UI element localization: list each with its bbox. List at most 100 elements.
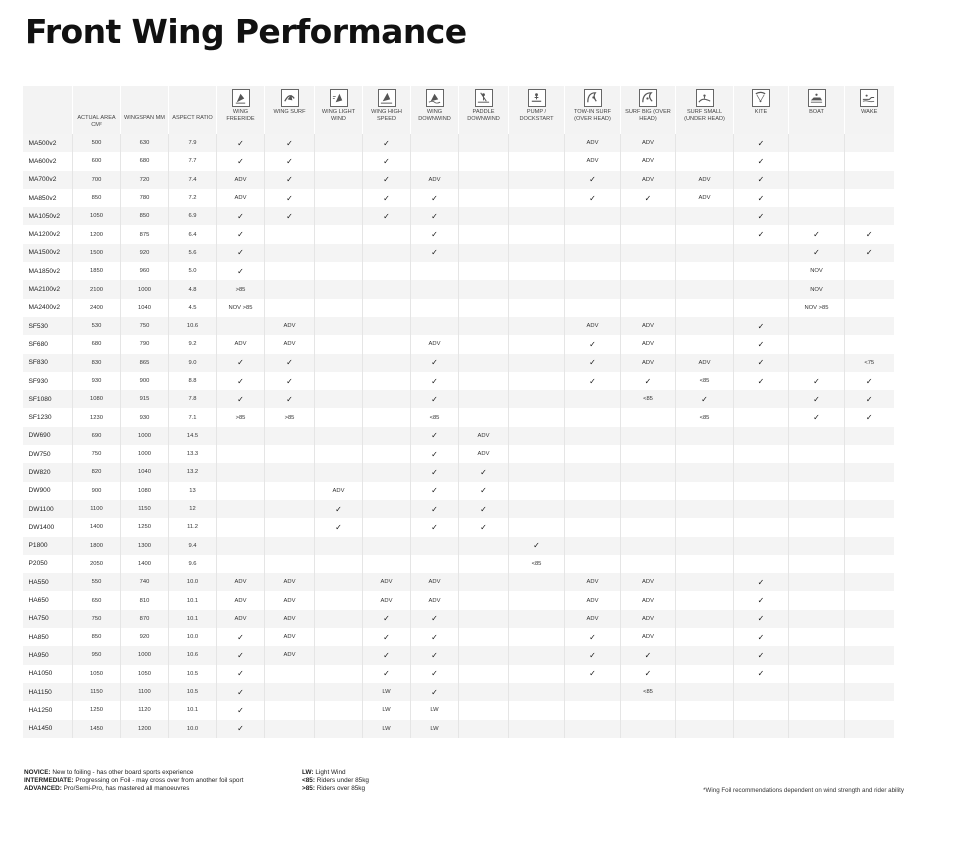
table-row: HA850 850 920 10.0 ✓ ADV ✓ ✓ ✓ ADV ✓ bbox=[22, 628, 894, 647]
check-icon: ✓ bbox=[788, 408, 845, 427]
table-cell bbox=[458, 207, 509, 226]
table-cell bbox=[675, 701, 734, 720]
table-cell bbox=[675, 463, 734, 482]
model-name: MA500v2 bbox=[22, 134, 73, 153]
table-cell bbox=[844, 426, 894, 446]
table-cell bbox=[788, 646, 845, 665]
table-cell: ADV bbox=[264, 335, 315, 354]
table-cell: 9.2 bbox=[168, 335, 217, 354]
table-cell: 1000 bbox=[120, 646, 169, 665]
table-cell: 1040 bbox=[120, 463, 169, 482]
column-header-label: KITE bbox=[754, 109, 768, 115]
table-cell bbox=[844, 298, 894, 317]
table-row: SF530 530 750 10.6 ADV ADV ADV ✓ bbox=[22, 316, 894, 336]
model-name: MA850v2 bbox=[22, 188, 73, 208]
table-row: MA600v2 600 680 7.7 ✓ ✓ ✓ ADV ADV ✓ bbox=[22, 152, 894, 171]
check-icon: ✓ bbox=[675, 390, 734, 409]
table-cell bbox=[620, 243, 676, 263]
table-cell: LW bbox=[410, 701, 459, 720]
table-cell bbox=[458, 390, 509, 409]
table-cell: 1400 bbox=[120, 554, 169, 574]
table-row: MA1200v2 1200 875 6.4 ✓ ✓ ✓ ✓ ✓ bbox=[22, 225, 894, 244]
column-header: ACTUAL AREA CM² bbox=[72, 86, 121, 134]
table-cell bbox=[314, 719, 363, 738]
table-row: MA1500v2 1500 920 5.6 ✓ ✓ ✓ ✓ bbox=[22, 243, 894, 263]
table-cell bbox=[844, 262, 894, 281]
table-cell bbox=[508, 316, 565, 336]
table-row: MA500v2 500 630 7.9 ✓ ✓ ✓ ADV ADV ✓ bbox=[22, 134, 894, 153]
table-cell: ADV bbox=[675, 170, 734, 189]
check-icon: ✓ bbox=[564, 646, 621, 665]
table-cell bbox=[508, 701, 565, 720]
table-cell bbox=[264, 701, 315, 720]
table-cell bbox=[620, 445, 676, 464]
table-cell bbox=[458, 701, 509, 720]
table-cell: NOV >85 bbox=[788, 298, 845, 317]
check-icon: ✓ bbox=[362, 609, 411, 629]
table-cell bbox=[675, 152, 734, 171]
table-cell bbox=[264, 664, 315, 683]
surf-big-icon bbox=[639, 89, 657, 107]
table-cell bbox=[620, 280, 676, 299]
table-cell: 1100 bbox=[120, 682, 169, 702]
column-header: TOW-IN SURF (OVER HEAD) bbox=[564, 86, 621, 134]
column-header: PUMP / DOCKSTART bbox=[508, 86, 565, 134]
table-cell bbox=[458, 316, 509, 336]
table-cell: 810 bbox=[120, 591, 169, 610]
table-cell bbox=[458, 371, 509, 391]
table-cell bbox=[314, 170, 363, 189]
table-cell bbox=[314, 390, 363, 409]
table-cell: <85 bbox=[508, 554, 565, 574]
table-cell bbox=[675, 554, 734, 574]
check-icon: ✓ bbox=[733, 316, 789, 336]
table-cell: ADV bbox=[410, 591, 459, 610]
table-cell bbox=[508, 225, 565, 244]
table-cell bbox=[216, 481, 265, 500]
table-cell bbox=[788, 445, 845, 464]
table-row: DW900 900 1080 13 ADV ✓ ✓ bbox=[22, 481, 894, 500]
paddle-downwind-icon bbox=[474, 89, 493, 107]
table-cell bbox=[675, 445, 734, 464]
table-cell bbox=[675, 591, 734, 610]
table-cell bbox=[508, 152, 565, 171]
legend-under-85: <85: Riders under 85kg bbox=[302, 777, 369, 785]
table-cell bbox=[362, 481, 411, 500]
table-cell bbox=[844, 280, 894, 299]
table-cell: 9.0 bbox=[168, 353, 217, 372]
table-cell: 780 bbox=[120, 188, 169, 208]
table-cell: 750 bbox=[72, 445, 121, 464]
table-cell bbox=[788, 481, 845, 500]
check-icon: ✓ bbox=[410, 390, 459, 409]
table-cell bbox=[314, 463, 363, 482]
check-icon: ✓ bbox=[844, 408, 894, 427]
surf-small-icon bbox=[695, 89, 714, 107]
table-cell bbox=[788, 426, 845, 446]
check-icon: ✓ bbox=[620, 371, 676, 391]
table-cell: 1000 bbox=[120, 445, 169, 464]
table-cell bbox=[508, 408, 565, 427]
table-row: HA550 550 740 10.0 ADV ADV ADV ADV ADV ADV ✓ bbox=[22, 573, 894, 592]
table-cell: 500 bbox=[72, 134, 121, 153]
table-cell bbox=[508, 262, 565, 281]
column-header: SURF SMALL (UNDER HEAD) bbox=[675, 86, 734, 134]
table-cell bbox=[620, 701, 676, 720]
table-cell bbox=[264, 463, 315, 482]
table-cell: 1150 bbox=[120, 499, 169, 519]
table-cell: ADV bbox=[675, 353, 734, 372]
table-cell bbox=[620, 207, 676, 226]
header-row: ACTUAL AREA CM² WINGSPAN MM ASPECT RATIO WI… bbox=[22, 86, 894, 134]
table-cell bbox=[458, 298, 509, 317]
table-cell bbox=[788, 536, 845, 555]
table-cell bbox=[788, 719, 845, 738]
table-cell bbox=[620, 499, 676, 519]
table-cell: <85 bbox=[410, 408, 459, 427]
check-icon: ✓ bbox=[410, 188, 459, 208]
table-cell: 4.8 bbox=[168, 280, 217, 299]
table-cell: 7.2 bbox=[168, 188, 217, 208]
check-icon: ✓ bbox=[216, 225, 265, 244]
boat-icon bbox=[807, 89, 826, 107]
table-cell: 690 bbox=[72, 426, 121, 446]
table-cell bbox=[844, 719, 894, 738]
table-cell bbox=[733, 719, 789, 738]
check-icon: ✓ bbox=[733, 573, 789, 592]
